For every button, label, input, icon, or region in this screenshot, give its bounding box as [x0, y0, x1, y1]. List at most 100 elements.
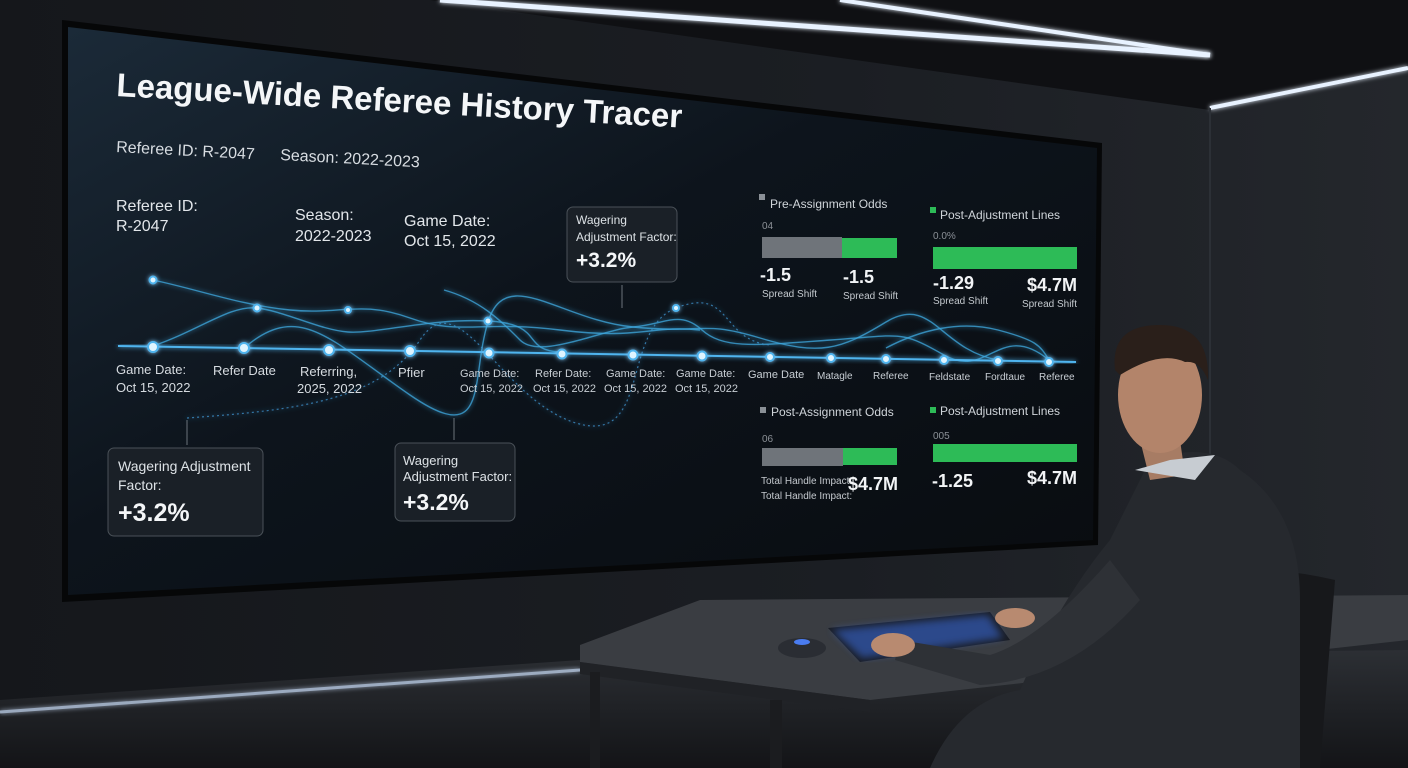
- top-label: Season:: [295, 207, 354, 224]
- node: [696, 350, 708, 362]
- node: [252, 303, 262, 313]
- node: [404, 345, 416, 357]
- curve: [152, 279, 701, 335]
- figure-caption: Spread Shift: [933, 296, 988, 307]
- ceiling-light: [439, 0, 1211, 58]
- figure-caption: Total Handle Impact:: [761, 491, 852, 502]
- node-label: Matagle: [817, 371, 853, 382]
- panel-code: 005: [933, 431, 950, 442]
- node: [993, 356, 1003, 366]
- node: [627, 349, 639, 361]
- hair: [1114, 325, 1209, 380]
- progress-bar: [842, 238, 897, 258]
- node: [765, 352, 775, 362]
- callout-label: Adjustment Factor:: [403, 469, 512, 484]
- panel-code: 04: [762, 221, 774, 232]
- node-label: Oct 15, 2022: [675, 383, 738, 395]
- node-label: Fordtaue: [985, 372, 1025, 383]
- legend-swatch: [930, 207, 936, 213]
- ceiling-light: [839, 0, 1408, 110]
- desk-leg: [770, 700, 782, 768]
- progress-bar: [933, 247, 1077, 269]
- progress-bar: [762, 448, 843, 466]
- node: [483, 347, 495, 359]
- panel-title: Post-Assignment Odds: [771, 405, 894, 419]
- legend-swatch: [760, 407, 766, 413]
- top-label: R-2047: [116, 218, 169, 235]
- mouse-light: [794, 639, 810, 645]
- node-label: Oct 15, 2022: [604, 383, 667, 395]
- panel: Post-Adjustment Lines 0.0% -1.29 Spread …: [930, 207, 1077, 310]
- panel-title: Post-Adjustment Lines: [940, 208, 1060, 222]
- figure-value: $4.7M: [1027, 468, 1077, 488]
- top-label: Referee ID:: [116, 198, 198, 215]
- node-label: Oct 15, 2022: [460, 383, 523, 395]
- callout: Wagering Adjustment Factor: +3.2%: [394, 418, 516, 522]
- node-label: Game Date:: [676, 368, 735, 380]
- ceiling: [0, 0, 1408, 110]
- callout-box: [394, 442, 516, 522]
- curve: [152, 307, 561, 353]
- node-label: Game Date:: [606, 368, 665, 380]
- figure-value: $4.7M: [848, 474, 898, 494]
- node-label: Oct 15, 2022: [116, 380, 190, 395]
- timeline-axis: [117, 345, 1077, 363]
- node: [238, 342, 250, 354]
- progress-bar: [933, 444, 1077, 462]
- node-label: Oct 15, 2022: [533, 383, 596, 395]
- panel-code: 06: [762, 434, 774, 445]
- node-label: Game Date:: [460, 368, 519, 380]
- node-label: Referee: [1039, 372, 1075, 383]
- hand: [995, 608, 1035, 628]
- figure-value: $4.7M: [1027, 275, 1077, 295]
- callout-label: Factor:: [118, 477, 162, 493]
- node-label: Pfier: [398, 365, 425, 380]
- figure-caption: Spread Shift: [843, 291, 898, 302]
- mouse: [778, 638, 826, 658]
- progress-bar: [843, 448, 897, 465]
- node-label: Refer Date: [213, 363, 276, 378]
- top-label: 2022-2023: [295, 228, 372, 245]
- node: [672, 304, 680, 312]
- callout-box: [566, 206, 678, 283]
- top-label: Oct 15, 2022: [404, 233, 496, 250]
- callout: Wagering Adjustment Factor: +3.2%: [566, 206, 678, 308]
- node-label: Feldstate: [929, 372, 971, 383]
- figure-caption: Spread Shift: [762, 289, 817, 300]
- figure-value: -1.29: [933, 273, 974, 293]
- node: [939, 355, 949, 365]
- panel: Pre-Assignment Odds 04 -1.5 Spread Shift…: [759, 194, 898, 302]
- node: [148, 275, 158, 285]
- callout-value: +3.2%: [403, 489, 469, 515]
- figure-caption: Total Handle Impact:: [761, 476, 852, 487]
- callout-value: +3.2%: [576, 249, 636, 272]
- panel-title: Pre-Assignment Odds: [770, 197, 887, 211]
- node-label: Game Date:: [116, 362, 186, 377]
- callout-box: [107, 447, 264, 537]
- node-label: Referring,: [300, 364, 357, 379]
- head: [1118, 337, 1202, 453]
- figure-value: -1.25: [932, 471, 973, 491]
- collar: [1135, 455, 1215, 480]
- floor-light: [0, 668, 581, 714]
- figure-value: -1.5: [760, 265, 791, 285]
- node: [483, 316, 493, 326]
- arm: [895, 560, 1140, 685]
- panel: Post-Assignment Odds 06 Total Handle Imp…: [760, 405, 898, 502]
- callout: Wagering Adjustment Factor: +3.2%: [107, 420, 264, 537]
- panel-code: 0.0%: [933, 231, 956, 242]
- top-label: Game Date:: [404, 213, 490, 230]
- callout-label: Adjustment Factor:: [576, 230, 677, 244]
- node-label: Game Date: [748, 369, 804, 381]
- callout-label: Wagering Adjustment: [118, 458, 251, 474]
- panel: Post-Adjustment Lines 005 -1.25 $4.7M: [930, 404, 1077, 491]
- figure-value: -1.5: [843, 267, 874, 287]
- legend-swatch: [930, 407, 936, 413]
- node: [1044, 357, 1054, 367]
- curve: [243, 295, 999, 416]
- node: [826, 353, 836, 363]
- callout-label: Wagering: [576, 213, 627, 227]
- panel-title: Post-Adjustment Lines: [940, 404, 1060, 418]
